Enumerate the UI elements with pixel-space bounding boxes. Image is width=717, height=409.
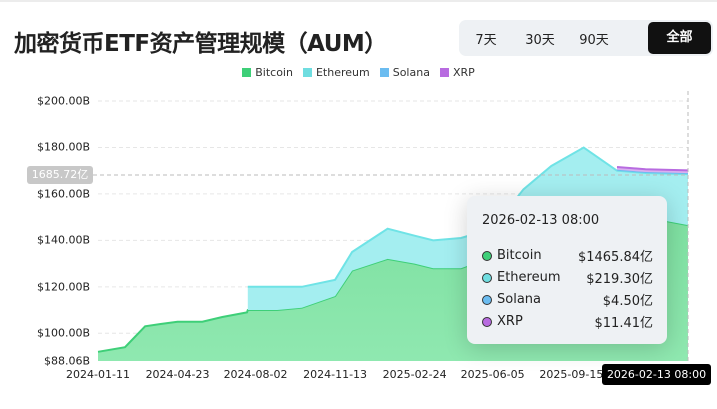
legend-ethereum[interactable]: Ethereum [302,66,370,79]
chart-legend: Bitcoin Ethereum Solana XRP [0,66,717,79]
tooltip-value: $219.30亿 [586,272,653,287]
tooltip-series-name: Solana [497,292,541,307]
page-title: 加密货币ETF资产管理规模（AUM） [14,31,387,57]
legend-solana[interactable]: Solana [379,66,430,79]
x-tick-label: 2024-01-11 [66,368,130,381]
tooltip-row-bitcoin: Bitcoin $1465.84亿 [482,246,653,265]
range-30d-button[interactable]: 30天 [525,32,555,48]
legend-bitcoin[interactable]: Bitcoin [242,66,293,79]
crosshair-x-label: 2026-02-13 08:00 [602,364,711,385]
y-tick-label: $200.00B [36,94,90,108]
y-tick-label: $88.06B [43,354,90,368]
range-90d-button[interactable]: 90天 [579,32,609,48]
legend-swatch [302,68,312,77]
x-tick-label: 2025-09-15 [539,368,604,381]
y-tick-label: $120.00B [36,280,90,294]
range-all-button[interactable]: 全部 [648,22,711,54]
top-divider [0,0,717,2]
series-dot [482,272,492,283]
x-tick-label: 2025-02-24 [382,368,447,381]
tooltip-row-xrp: XRP $11.41亿 [482,312,653,331]
y-tick-label: $160.00B [36,187,90,201]
series-dot [482,316,492,327]
area-ethereum [247,147,689,310]
range-7d-button[interactable]: 7天 [475,32,497,48]
chart-tooltip: 2026-02-13 08:00 Bitcoin $1465.84亿 Ethere… [467,196,667,344]
x-tick-label: 2024-11-13 [303,368,368,381]
series-dot [482,294,492,305]
tooltip-series-name: Bitcoin [497,248,542,263]
y-tick-label: $100.00B [36,326,90,340]
time-range-selector: 7天 30天 90天 全部 [459,20,713,56]
legend-label: Solana [392,66,430,79]
crosshair-y-label: 1685.72亿 [27,166,93,184]
legend-swatch [379,68,389,77]
x-tick-label: 2025-06-05 [460,368,525,381]
legend-label: Ethereum [315,66,370,79]
tooltip-row-solana: Solana $4.50亿 [482,290,653,309]
legend-xrp[interactable]: XRP [439,66,475,79]
tooltip-series-name: Ethereum [497,270,561,285]
y-tick-label: $140.00B [36,233,90,247]
x-tick-label: 2024-08-02 [223,368,288,381]
series-dot [482,250,492,261]
tooltip-value: $1465.84亿 [577,250,653,265]
legend-label: Bitcoin [255,66,293,79]
y-tick-label: $180.00B [36,140,90,154]
tooltip-series-name: XRP [497,314,523,329]
line-ethereum [247,146,689,288]
tooltip-value: $4.50亿 [602,294,653,309]
tooltip-date: 2026-02-13 08:00 [482,213,600,228]
x-tick-label: 2024-04-23 [145,368,210,381]
tooltip-row-ethereum: Ethereum $219.30亿 [482,268,653,287]
legend-swatch [439,68,449,77]
legend-label: XRP [452,66,475,79]
tooltip-value: $11.41亿 [594,316,654,331]
legend-swatch [242,68,252,77]
line-xrp [616,166,689,172]
